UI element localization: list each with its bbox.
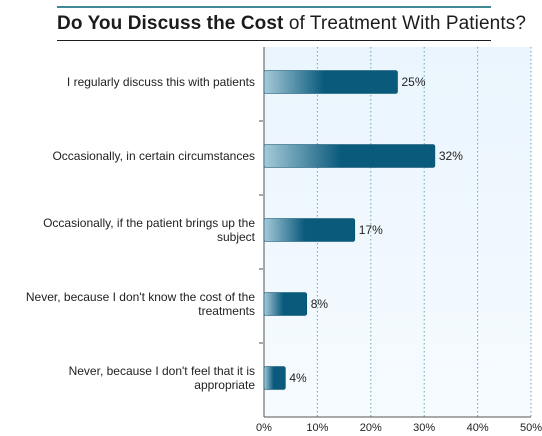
chart-title-block: Do You Discuss the Cost of Treatment Wit… xyxy=(57,6,526,41)
category-label: subject xyxy=(217,230,256,244)
bar xyxy=(263,292,308,316)
title-bottom-rule xyxy=(57,40,491,41)
chart-title-bold: Do You Discuss the Cost xyxy=(57,13,284,34)
x-tick-label: 20% xyxy=(360,422,382,434)
x-tick-label: 40% xyxy=(467,422,489,434)
bar xyxy=(263,70,398,94)
category-label: appropriate xyxy=(194,378,255,392)
bar-value-label: 8% xyxy=(311,297,329,311)
x-tick-label: 10% xyxy=(306,422,328,434)
bar xyxy=(263,144,436,168)
bar xyxy=(263,366,286,390)
bar-value-label: 17% xyxy=(359,223,383,237)
bar-value-label: 25% xyxy=(402,75,426,89)
category-label: Never, because I don't know the cost of … xyxy=(26,290,255,304)
x-tick-label: 50% xyxy=(520,422,542,434)
bar xyxy=(263,218,356,242)
bar-value-label: 4% xyxy=(289,371,307,385)
category-label: I regularly discuss this with patients xyxy=(67,75,255,89)
category-label: Occasionally, if the patient brings up t… xyxy=(43,216,255,230)
chart-title: Do You Discuss the Cost of Treatment Wit… xyxy=(57,13,526,35)
chart-title-rest: of Treatment With Patients? xyxy=(283,13,526,34)
category-label: Occasionally, in certain circumstances xyxy=(52,149,255,163)
x-tick-label: 30% xyxy=(413,422,435,434)
title-top-rule xyxy=(57,6,491,8)
category-label: Never, because I don't feel that it is xyxy=(69,364,255,378)
category-label: treatments xyxy=(198,304,255,318)
bar-value-label: 32% xyxy=(439,149,463,163)
x-tick-label: 0% xyxy=(256,422,272,434)
